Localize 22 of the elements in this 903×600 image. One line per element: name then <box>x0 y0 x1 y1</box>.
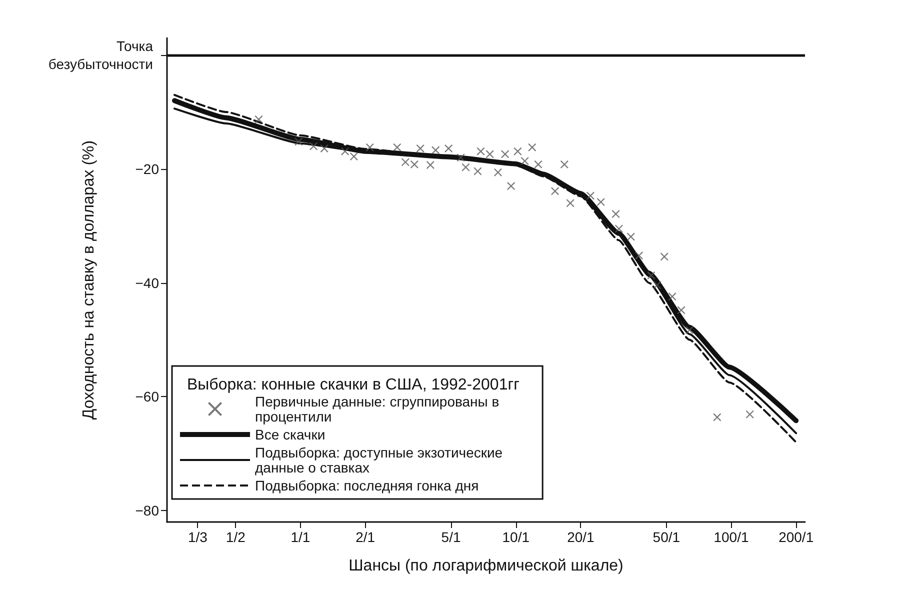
x-tick-label: 5/1 <box>441 529 461 545</box>
x-tick-label: 10/1 <box>502 529 530 545</box>
ref-line-label: Точка безубыточности <box>48 38 154 72</box>
x-axis-title: Шансы (по логарифмической шкале) <box>348 558 624 574</box>
x-tick-label: 1/2 <box>226 529 246 545</box>
x-tick-label: 1/1 <box>290 529 310 545</box>
legend-label: Первичные данные: сгруппированы в процентили <box>255 394 500 424</box>
y-tick-label: −80 <box>135 502 160 519</box>
y-tick-label: −60 <box>135 388 160 405</box>
x-tick-label: 20/1 <box>567 529 595 545</box>
x-tick-label: 2/1 <box>356 529 376 545</box>
legend-label: Подвыборка: доступные экзотические данные о ставках <box>255 444 503 476</box>
y-tick-label: −20 <box>135 160 160 177</box>
x-tick-label: 50/1 <box>652 529 680 545</box>
legend-label: Подвыборка: последняя гонка дня <box>255 478 479 494</box>
x-tick-label: 100/1 <box>714 529 749 545</box>
legend-title: Выборка: конные скачки в США, 1992-2001гг <box>187 376 520 394</box>
y-tick-label: −40 <box>135 274 160 291</box>
x-tick-label: 1/3 <box>188 529 208 545</box>
x-tick-label: 200/1 <box>778 529 814 545</box>
y-axis-title: Доходность на ставку в долларах (%) <box>80 140 98 420</box>
legend-label: Все скачки <box>255 426 326 442</box>
